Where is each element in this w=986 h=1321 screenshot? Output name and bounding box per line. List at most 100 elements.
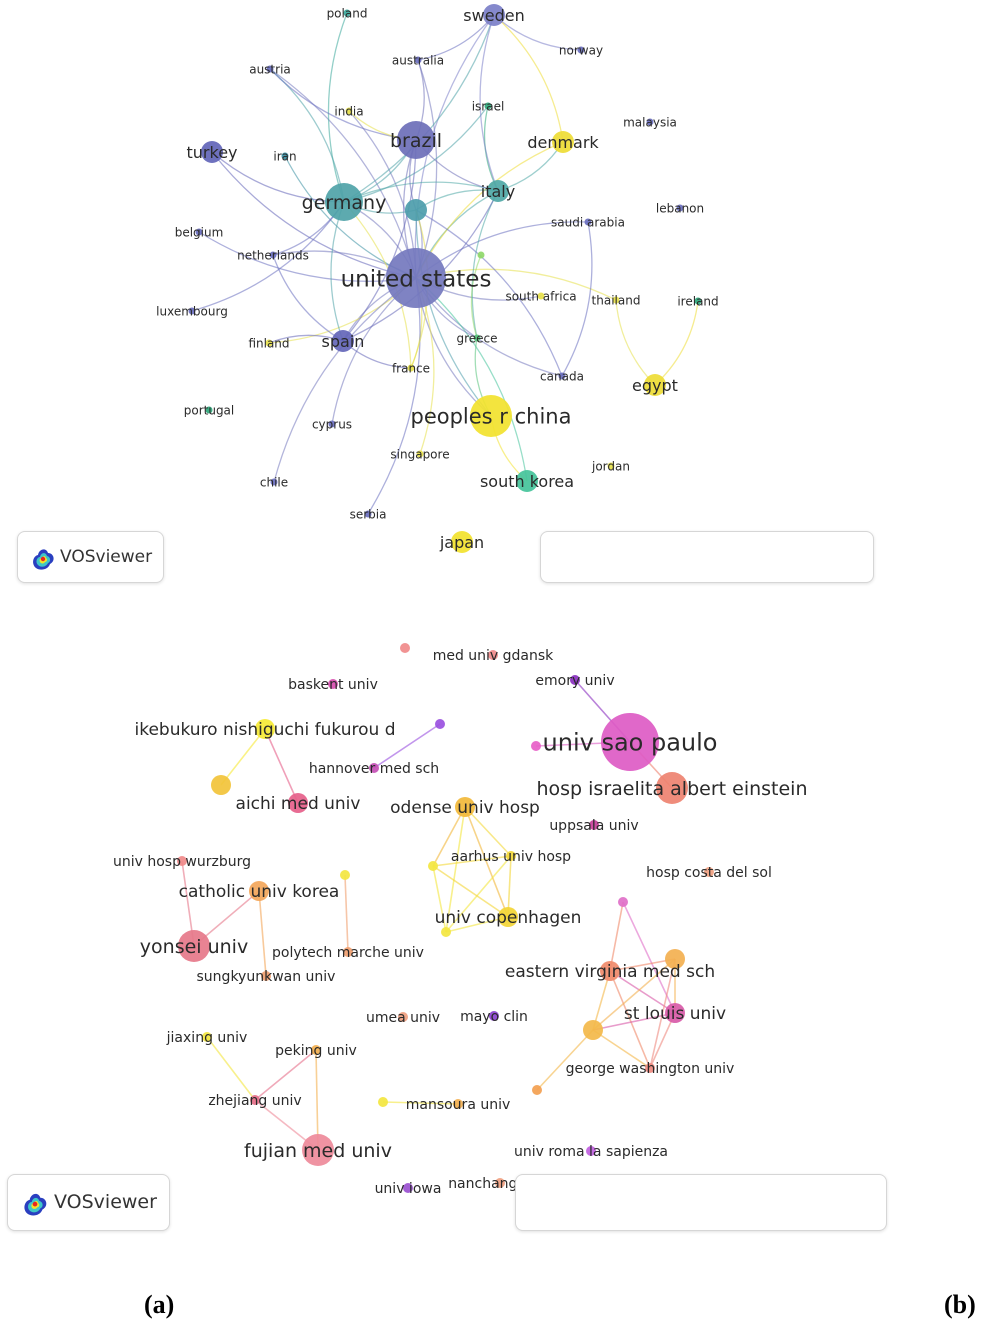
node-luxembourg[interactable]	[188, 307, 196, 315]
node-george-washington[interactable]	[645, 1063, 655, 1073]
node-yellow-dot3[interactable]	[428, 861, 438, 871]
node-yonsei[interactable]	[178, 930, 210, 962]
node-label-greece: greece	[456, 331, 497, 345]
node-orange-dot2[interactable]	[583, 1020, 603, 1040]
node-jiaxing[interactable]	[202, 1032, 212, 1042]
node-jordan[interactable]	[607, 462, 615, 470]
node-ikebukuro[interactable]	[255, 719, 275, 739]
node-aarhus[interactable]	[506, 851, 516, 861]
node-south-africa[interactable]	[537, 292, 545, 300]
node-yellow-dot5[interactable]	[378, 1097, 388, 1107]
node-label-sungkyunkwan: sungkyunkwan univ	[197, 969, 336, 985]
node-small-green[interactable]	[477, 251, 485, 259]
link-edge	[269, 68, 417, 279]
node-univ-iowa[interactable]	[403, 1183, 413, 1193]
node-japan[interactable]	[451, 531, 473, 553]
link-edge	[445, 806, 466, 933]
panel-a-labels: poland sweden austria australia norway india i…	[156, 6, 718, 552]
node-poland[interactable]	[343, 9, 351, 17]
node-label-denmark: denmark	[527, 133, 599, 152]
node-sungkyunkwan[interactable]	[261, 971, 271, 981]
node-italy[interactable]	[487, 180, 509, 202]
node-turkey[interactable]	[201, 141, 223, 163]
node-aichi-med-univ[interactable]	[288, 793, 308, 813]
link-edge	[258, 890, 267, 977]
node-india[interactable]	[345, 107, 353, 115]
node-canada[interactable]	[558, 372, 566, 380]
node-ireland[interactable]	[694, 297, 702, 305]
node-austria[interactable]	[266, 65, 274, 73]
node-zhejiang[interactable]	[250, 1095, 260, 1105]
node-norway[interactable]	[577, 46, 585, 54]
node-thailand[interactable]	[612, 296, 620, 304]
node-malaysia[interactable]	[646, 118, 654, 126]
node-iran[interactable]	[281, 152, 289, 160]
node-greece[interactable]	[473, 334, 481, 342]
node-umea[interactable]	[398, 1012, 408, 1022]
node-pink-dot[interactable]	[531, 741, 541, 751]
node-hub2[interactable]	[405, 199, 427, 221]
node-hosp-israelita[interactable]	[656, 772, 688, 804]
node-spain[interactable]	[332, 330, 354, 352]
node-odense[interactable]	[455, 797, 475, 817]
node-egypt[interactable]	[644, 374, 666, 396]
node-finland[interactable]	[265, 339, 273, 347]
node-st-louis[interactable]	[665, 1003, 685, 1023]
node-catholic[interactable]	[249, 881, 269, 901]
node-france[interactable]	[407, 364, 415, 372]
node-polytech[interactable]	[343, 947, 353, 957]
node-hosp-costa[interactable]	[704, 867, 714, 877]
node-univ-sao-paulo[interactable]	[601, 713, 659, 771]
node-label-portugal: portugal	[184, 403, 235, 417]
node-portugal[interactable]	[205, 406, 213, 414]
node-label-hosp-costa: hosp costa del sol	[646, 865, 772, 881]
node-peking[interactable]	[311, 1045, 321, 1055]
link-edge	[615, 299, 656, 386]
node-mansoura[interactable]	[453, 1099, 463, 1109]
node-orange-dot1[interactable]	[665, 949, 685, 969]
node-univ-hosp-wurzburg[interactable]	[177, 856, 187, 866]
node-cyprus[interactable]	[328, 420, 336, 428]
node-south-korea[interactable]	[516, 470, 538, 492]
node-serbia[interactable]	[364, 510, 372, 518]
node-b-top[interactable]	[400, 643, 410, 653]
link-edge	[483, 105, 499, 192]
node-netherlands[interactable]	[269, 251, 277, 259]
node-yellow-dot1[interactable]	[211, 775, 231, 795]
node-univ-roma[interactable]	[586, 1146, 596, 1156]
node-eastern-virginia[interactable]	[600, 961, 620, 981]
node-med-univ-gdansk[interactable]	[488, 650, 498, 660]
node-chile[interactable]	[270, 478, 278, 486]
link-edge	[344, 874, 349, 953]
node-lebanon[interactable]	[676, 204, 684, 212]
node-emory-univ[interactable]	[570, 675, 580, 685]
link-edge	[211, 151, 417, 279]
node-hannover[interactable]	[369, 763, 379, 773]
panel-b-labels: med univ gdansk emory univ baskent univ ike…	[113, 648, 808, 1197]
node-orange-dot3[interactable]	[532, 1085, 542, 1095]
node-univ-copenhagen[interactable]	[498, 907, 518, 927]
node-yellow-dot4[interactable]	[441, 927, 451, 937]
node-yellow-dot2[interactable]	[340, 870, 350, 880]
link-edge	[609, 970, 651, 1069]
node-germany[interactable]	[325, 183, 363, 221]
node-pink-dot2[interactable]	[618, 897, 628, 907]
node-fujian[interactable]	[302, 1134, 334, 1166]
node-brazil[interactable]	[397, 121, 435, 159]
node-belgium[interactable]	[195, 228, 203, 236]
node-baskent-univ[interactable]	[328, 679, 338, 689]
node-singapore[interactable]	[416, 450, 424, 458]
node-saudi-arabia[interactable]	[584, 218, 592, 226]
node-united-states[interactable]	[386, 248, 446, 308]
node-label-peking: peking univ	[275, 1043, 357, 1059]
node-purple-dot[interactable]	[435, 719, 445, 729]
node-peoples-r-china[interactable]	[470, 395, 512, 437]
node-mayo[interactable]	[489, 1011, 499, 1021]
node-sweden[interactable]	[483, 4, 505, 26]
node-nanchang[interactable]	[495, 1178, 505, 1188]
node-australia[interactable]	[414, 56, 422, 64]
node-denmark[interactable]	[552, 131, 574, 153]
node-israel[interactable]	[484, 102, 492, 110]
vosviewer-logo-text: VOSviewer	[54, 1191, 157, 1213]
node-uppsala[interactable]	[589, 820, 599, 830]
